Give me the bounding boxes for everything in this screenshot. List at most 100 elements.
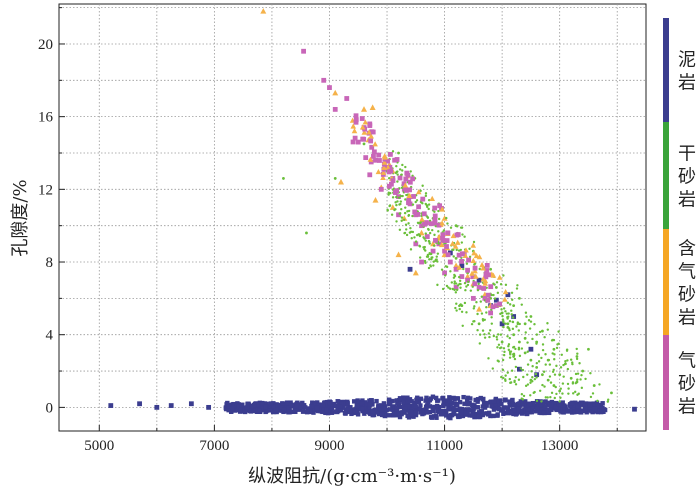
data-point bbox=[424, 395, 429, 401]
data-point bbox=[470, 413, 475, 418]
data-point bbox=[573, 400, 578, 405]
data-point bbox=[424, 410, 430, 415]
data-point bbox=[466, 407, 472, 412]
data-point bbox=[323, 400, 328, 405]
data-point bbox=[430, 248, 436, 254]
data-point bbox=[468, 255, 472, 259]
data-point bbox=[389, 181, 394, 187]
data-point bbox=[514, 365, 518, 369]
data-point bbox=[471, 250, 477, 256]
data-point bbox=[462, 401, 467, 406]
data-point bbox=[399, 200, 403, 203]
data-point bbox=[507, 345, 510, 348]
data-point bbox=[523, 336, 527, 340]
data-point bbox=[439, 412, 445, 417]
data-point bbox=[516, 401, 521, 407]
data-point bbox=[463, 281, 467, 285]
data-point bbox=[294, 403, 300, 409]
data-point bbox=[562, 363, 565, 367]
data-point bbox=[503, 405, 508, 410]
data-point bbox=[396, 212, 401, 218]
data-point bbox=[523, 322, 527, 326]
data-point bbox=[547, 379, 550, 382]
data-point bbox=[452, 243, 459, 249]
data-point bbox=[404, 165, 407, 169]
data-point bbox=[440, 395, 446, 401]
data-point bbox=[566, 367, 570, 371]
data-point bbox=[260, 8, 267, 14]
x-axis-ticks: 5000 7000 9000 11000 13000 bbox=[84, 425, 618, 454]
data-point bbox=[409, 399, 414, 404]
data-point bbox=[565, 409, 571, 414]
data-point bbox=[239, 403, 245, 408]
data-point bbox=[592, 406, 598, 412]
data-point bbox=[450, 281, 454, 284]
y-tick-label: 20 bbox=[38, 37, 53, 53]
data-point bbox=[468, 396, 473, 401]
data-point bbox=[511, 346, 515, 349]
data-point bbox=[560, 353, 563, 357]
data-point bbox=[244, 405, 250, 410]
data-point bbox=[480, 404, 486, 409]
data-point bbox=[430, 394, 436, 399]
data-point bbox=[575, 409, 581, 415]
data-point bbox=[496, 291, 500, 295]
data-point bbox=[481, 286, 487, 291]
data-point bbox=[242, 409, 248, 415]
data-point bbox=[399, 212, 402, 215]
data-point bbox=[512, 333, 516, 337]
legend-label: 含气砂岩含气砂岩 bbox=[678, 239, 696, 329]
data-point bbox=[466, 283, 470, 287]
data-point bbox=[585, 404, 590, 409]
data-point bbox=[552, 368, 555, 372]
data-point bbox=[505, 312, 509, 315]
data-point bbox=[401, 169, 404, 172]
data-point bbox=[476, 277, 482, 283]
data-point bbox=[529, 320, 533, 323]
data-point bbox=[632, 406, 637, 412]
data-point bbox=[282, 177, 285, 180]
data-point bbox=[527, 402, 533, 407]
data-point bbox=[491, 407, 497, 412]
data-point bbox=[423, 398, 428, 403]
data-point bbox=[535, 361, 539, 365]
data-point bbox=[547, 358, 551, 362]
data-point bbox=[496, 346, 499, 349]
y-tick-label: 8 bbox=[46, 255, 54, 271]
y-axis-ticks: 0 4 8 12 16 20 bbox=[38, 7, 65, 416]
data-point bbox=[555, 346, 559, 350]
data-point bbox=[470, 274, 476, 280]
data-point bbox=[367, 123, 373, 128]
data-point bbox=[502, 307, 506, 310]
data-point bbox=[501, 314, 504, 318]
data-point bbox=[481, 329, 485, 332]
data-point bbox=[137, 401, 142, 407]
data-point bbox=[510, 369, 514, 372]
data-point bbox=[526, 341, 529, 344]
data-point bbox=[529, 381, 532, 384]
data-point bbox=[555, 364, 558, 368]
data-point bbox=[548, 406, 553, 412]
data-point bbox=[392, 157, 398, 163]
data-point bbox=[418, 245, 422, 248]
data-point bbox=[413, 410, 418, 416]
data-point bbox=[440, 235, 445, 241]
data-point bbox=[591, 401, 597, 407]
data-point bbox=[558, 389, 562, 393]
data-point bbox=[345, 406, 351, 411]
data-point bbox=[508, 350, 512, 354]
data-point bbox=[544, 396, 547, 399]
data-point bbox=[333, 409, 338, 414]
data-point bbox=[524, 311, 528, 314]
data-point bbox=[542, 399, 548, 405]
data-point bbox=[402, 396, 407, 401]
series-2 bbox=[260, 8, 494, 312]
data-point bbox=[506, 371, 509, 374]
data-point bbox=[483, 336, 487, 339]
data-point bbox=[455, 232, 461, 237]
gas-sand-cloud bbox=[349, 113, 509, 310]
data-point bbox=[406, 197, 412, 203]
data-point bbox=[511, 316, 515, 319]
data-point bbox=[407, 266, 413, 272]
